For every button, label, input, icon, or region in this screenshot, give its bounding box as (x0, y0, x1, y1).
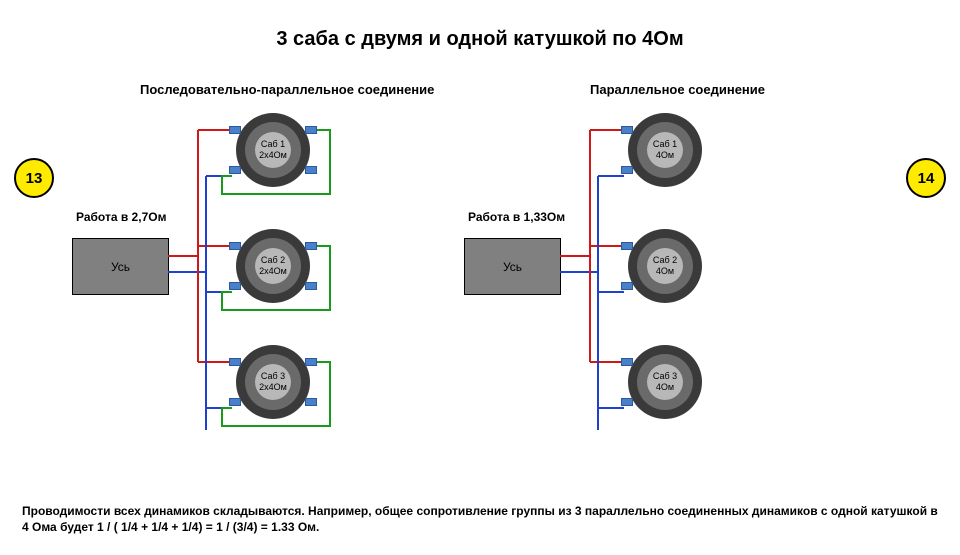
right-wires (0, 0, 960, 555)
right-speaker-3: Саб 34Ом (627, 344, 703, 420)
right-speaker-2: Саб 24Ом (627, 228, 703, 304)
footer-note: Проводимости всех динамиков складываются… (22, 503, 938, 535)
right-speaker-1: Саб 14Ом (627, 112, 703, 188)
